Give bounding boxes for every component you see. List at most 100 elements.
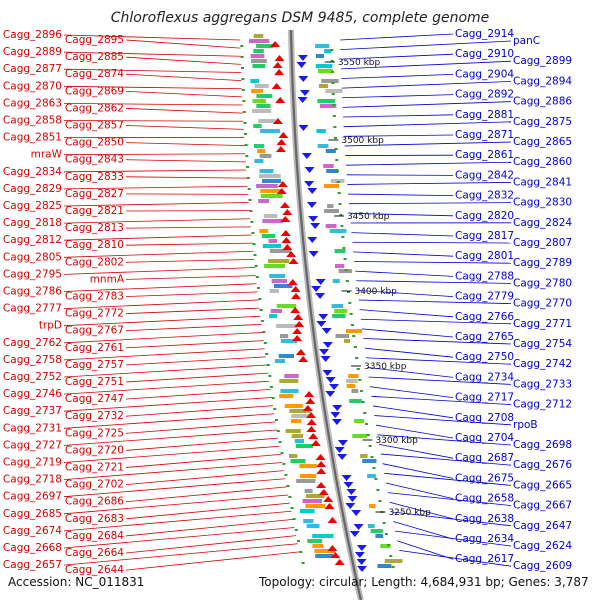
gene-label-left[interactable]: Cagg_2644	[65, 564, 124, 576]
gene-label-right[interactable]: Cagg_2881	[455, 109, 514, 121]
gene-label-left[interactable]: Cagg_2805	[3, 251, 62, 263]
gene-label-left[interactable]: Cagg_2725	[65, 427, 124, 439]
gene-label-right[interactable]: Cagg_2665	[513, 479, 572, 491]
gene-label-right[interactable]: Cagg_2841	[513, 176, 572, 188]
gene-label-right[interactable]: Cagg_2634	[455, 533, 514, 545]
gene-label-right[interactable]: Cagg_2892	[455, 89, 514, 101]
gene-label-right[interactable]: Cagg_2842	[455, 169, 514, 181]
gene-label-left[interactable]: Cagg_2674	[3, 525, 62, 537]
gene-label-right[interactable]: rpoB	[513, 419, 538, 431]
gene-label-right[interactable]: Cagg_2771	[513, 318, 572, 330]
gene-label-left[interactable]: Cagg_2762	[3, 337, 62, 349]
gene-label-right[interactable]: Cagg_2830	[513, 197, 572, 209]
gene-label-left[interactable]: Cagg_2858	[3, 115, 62, 127]
gene-label-right[interactable]: Cagg_2638	[455, 513, 514, 525]
gene-label-left[interactable]: Cagg_2818	[3, 217, 62, 229]
gene-label-right[interactable]: Cagg_2765	[455, 331, 514, 343]
gene-label-left[interactable]: Cagg_2874	[65, 68, 124, 80]
gene-label-left[interactable]: trpD	[39, 320, 62, 332]
gene-label-left[interactable]: Cagg_2812	[3, 234, 62, 246]
gene-label-left[interactable]: Cagg_2751	[65, 376, 124, 388]
gene-label-right[interactable]: Cagg_2871	[455, 129, 514, 141]
gene-label-right[interactable]: Cagg_2712	[513, 399, 572, 411]
gene-label-left[interactable]: Cagg_2757	[65, 359, 124, 371]
gene-label-left[interactable]: Cagg_2834	[3, 166, 62, 178]
gene-label-right[interactable]: Cagg_2817	[455, 230, 514, 242]
gene-label-left[interactable]: Cagg_2683	[65, 513, 124, 525]
gene-label-left[interactable]: Cagg_2767	[65, 325, 124, 337]
gene-label-left[interactable]: Cagg_2829	[3, 183, 62, 195]
gene-label-left[interactable]: Cagg_2720	[65, 444, 124, 456]
gene-label-right[interactable]: Cagg_2708	[455, 412, 514, 424]
gene-label-right[interactable]: Cagg_2914	[455, 28, 514, 40]
gene-label-left[interactable]: Cagg_2719	[3, 457, 62, 469]
gene-label-right[interactable]: Cagg_2687	[455, 452, 514, 464]
gene-label-right[interactable]: Cagg_2704	[455, 432, 514, 444]
gene-label-right[interactable]: Cagg_2860	[513, 156, 572, 168]
gene-label-right[interactable]: Cagg_2861	[455, 149, 514, 161]
gene-label-left[interactable]: Cagg_2686	[65, 496, 124, 508]
gene-label-left[interactable]: Cagg_2761	[65, 342, 124, 354]
gene-label-right[interactable]: Cagg_2894	[513, 75, 572, 87]
gene-label-left[interactable]: Cagg_2786	[3, 286, 62, 298]
gene-label-left[interactable]: Cagg_2827	[65, 188, 124, 200]
gene-label-left[interactable]: Cagg_2718	[3, 474, 62, 486]
gene-label-right[interactable]: Cagg_2904	[455, 68, 514, 80]
gene-label-right[interactable]: Cagg_2780	[513, 277, 572, 289]
gene-label-left[interactable]: Cagg_2752	[3, 371, 62, 383]
gene-label-right[interactable]: panC	[513, 35, 540, 47]
gene-label-right[interactable]: Cagg_2609	[513, 560, 572, 572]
gene-label-left[interactable]: Cagg_2684	[65, 530, 124, 542]
gene-label-right[interactable]: Cagg_2899	[513, 55, 572, 67]
gene-label-right[interactable]: Cagg_2617	[455, 553, 514, 565]
gene-label-left[interactable]: Cagg_2810	[65, 239, 124, 251]
gene-label-left[interactable]: Cagg_2772	[65, 308, 124, 320]
gene-label-right[interactable]: Cagg_2624	[513, 540, 572, 552]
gene-label-left[interactable]: Cagg_2758	[3, 354, 62, 366]
gene-label-left[interactable]: Cagg_2870	[3, 80, 62, 92]
gene-label-left[interactable]: Cagg_2896	[3, 29, 62, 41]
gene-label-left[interactable]: Cagg_2802	[65, 256, 124, 268]
gene-label-left[interactable]: Cagg_2851	[3, 132, 62, 144]
gene-label-left[interactable]: Cagg_2833	[65, 171, 124, 183]
gene-label-left[interactable]: Cagg_2702	[65, 479, 124, 491]
gene-label-left[interactable]: Cagg_2777	[3, 303, 62, 315]
gene-label-left[interactable]: Cagg_2731	[3, 422, 62, 434]
gene-label-right[interactable]: Cagg_2717	[455, 392, 514, 404]
gene-label-left[interactable]: mnmA	[90, 273, 125, 285]
gene-label-left[interactable]: Cagg_2721	[65, 462, 124, 474]
gene-label-right[interactable]: Cagg_2789	[513, 257, 572, 269]
gene-label-left[interactable]: Cagg_2732	[65, 410, 124, 422]
gene-label-left[interactable]: Cagg_2668	[3, 542, 62, 554]
gene-label-right[interactable]: Cagg_2750	[455, 351, 514, 363]
gene-label-left[interactable]: mraW	[31, 149, 63, 161]
gene-label-right[interactable]: Cagg_2770	[513, 298, 572, 310]
gene-label-right[interactable]: Cagg_2698	[513, 439, 572, 451]
gene-label-left[interactable]: Cagg_2783	[65, 291, 124, 303]
gene-label-left[interactable]: Cagg_2863	[3, 97, 62, 109]
gene-label-right[interactable]: Cagg_2734	[455, 371, 514, 383]
gene-label-right[interactable]: Cagg_2779	[455, 291, 514, 303]
gene-label-right[interactable]: Cagg_2754	[513, 338, 572, 350]
gene-label-left[interactable]: Cagg_2737	[3, 405, 62, 417]
gene-label-left[interactable]: Cagg_2862	[65, 102, 124, 114]
gene-label-left[interactable]: Cagg_2843	[65, 154, 124, 166]
gene-label-right[interactable]: Cagg_2832	[455, 190, 514, 202]
gene-label-left[interactable]: Cagg_2895	[65, 34, 124, 46]
gene-label-left[interactable]: Cagg_2795	[3, 268, 62, 280]
gene-label-left[interactable]: Cagg_2850	[65, 137, 124, 149]
gene-label-left[interactable]: Cagg_2746	[3, 388, 62, 400]
gene-label-right[interactable]: Cagg_2676	[513, 459, 572, 471]
gene-label-right[interactable]: Cagg_2667	[513, 500, 572, 512]
gene-label-left[interactable]: Cagg_2747	[65, 393, 124, 405]
gene-label-left[interactable]: Cagg_2825	[3, 200, 62, 212]
gene-label-right[interactable]: Cagg_2801	[455, 250, 514, 262]
gene-label-right[interactable]: Cagg_2910	[455, 48, 514, 60]
gene-label-right[interactable]: Cagg_2824	[513, 217, 572, 229]
gene-label-left[interactable]: Cagg_2813	[65, 222, 124, 234]
gene-label-right[interactable]: Cagg_2865	[513, 136, 572, 148]
gene-label-left[interactable]: Cagg_2697	[3, 491, 62, 503]
gene-label-right[interactable]: Cagg_2820	[455, 210, 514, 222]
gene-label-right[interactable]: Cagg_2647	[513, 520, 572, 532]
gene-label-left[interactable]: Cagg_2889	[3, 46, 62, 58]
